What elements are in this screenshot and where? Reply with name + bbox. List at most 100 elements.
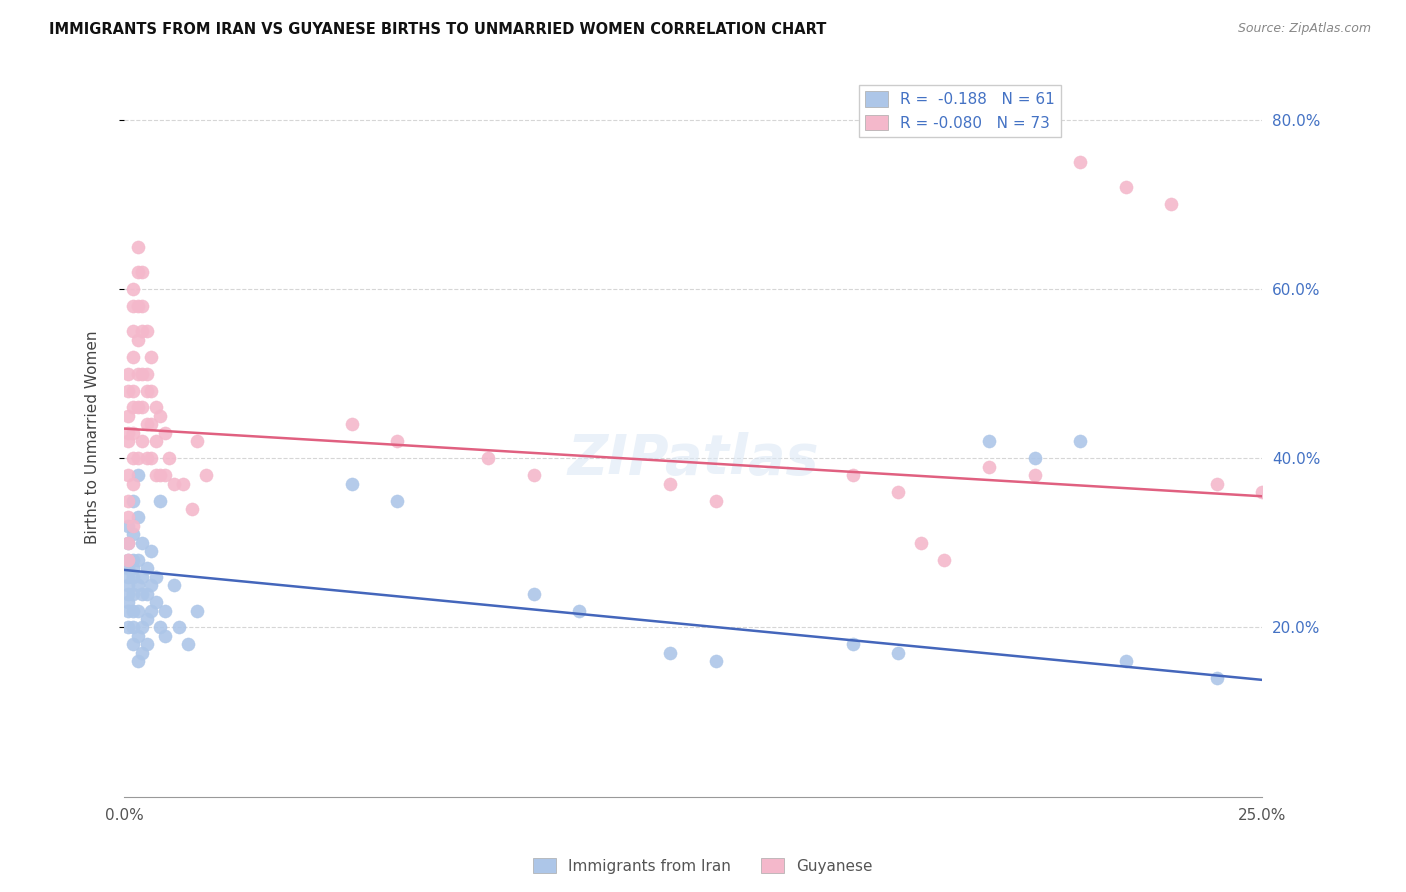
Point bbox=[127, 240, 149, 254]
Point bbox=[127, 451, 149, 466]
Point bbox=[141, 603, 163, 617]
Point bbox=[135, 612, 157, 626]
Text: ZIPatlas: ZIPatlas bbox=[568, 432, 818, 485]
Point bbox=[117, 510, 139, 524]
Point bbox=[122, 282, 145, 296]
Point bbox=[117, 561, 139, 575]
Point bbox=[1069, 155, 1091, 169]
Point bbox=[141, 578, 163, 592]
Point bbox=[135, 384, 157, 398]
Point bbox=[1206, 671, 1229, 685]
Point bbox=[131, 620, 153, 634]
Point bbox=[131, 586, 153, 600]
Point bbox=[127, 265, 149, 279]
Point bbox=[887, 646, 910, 660]
Point bbox=[122, 561, 145, 575]
Point bbox=[979, 459, 1001, 474]
Point bbox=[131, 299, 153, 313]
Point bbox=[135, 324, 157, 338]
Point bbox=[659, 476, 682, 491]
Point bbox=[153, 603, 176, 617]
Point bbox=[153, 468, 176, 483]
Point bbox=[122, 519, 145, 533]
Point bbox=[122, 553, 145, 567]
Legend: R =  -0.188   N = 61, R = -0.080   N = 73: R = -0.188 N = 61, R = -0.080 N = 73 bbox=[859, 85, 1062, 136]
Point bbox=[181, 502, 204, 516]
Point bbox=[841, 468, 863, 483]
Point bbox=[477, 451, 499, 466]
Point bbox=[131, 265, 153, 279]
Point bbox=[131, 646, 153, 660]
Point bbox=[131, 367, 153, 381]
Point bbox=[167, 620, 190, 634]
Point bbox=[131, 569, 153, 583]
Point bbox=[135, 586, 157, 600]
Point bbox=[117, 620, 139, 634]
Point bbox=[117, 384, 139, 398]
Point bbox=[117, 493, 139, 508]
Point bbox=[979, 434, 1001, 449]
Point bbox=[122, 401, 145, 415]
Point bbox=[117, 536, 139, 550]
Point bbox=[149, 620, 172, 634]
Point bbox=[117, 595, 139, 609]
Point bbox=[1024, 451, 1046, 466]
Point bbox=[172, 476, 194, 491]
Point bbox=[149, 468, 172, 483]
Point bbox=[117, 553, 139, 567]
Point bbox=[122, 476, 145, 491]
Point bbox=[1024, 468, 1046, 483]
Point bbox=[135, 637, 157, 651]
Point bbox=[149, 409, 172, 423]
Point bbox=[910, 536, 932, 550]
Point bbox=[127, 654, 149, 668]
Point bbox=[523, 586, 546, 600]
Point bbox=[117, 578, 139, 592]
Point bbox=[127, 578, 149, 592]
Point bbox=[135, 367, 157, 381]
Point bbox=[385, 434, 408, 449]
Point bbox=[127, 510, 149, 524]
Point bbox=[1251, 485, 1274, 500]
Point bbox=[141, 384, 163, 398]
Point bbox=[141, 451, 163, 466]
Point bbox=[122, 569, 145, 583]
Point bbox=[163, 476, 186, 491]
Point bbox=[127, 603, 149, 617]
Text: IMMIGRANTS FROM IRAN VS GUYANESE BIRTHS TO UNMARRIED WOMEN CORRELATION CHART: IMMIGRANTS FROM IRAN VS GUYANESE BIRTHS … bbox=[49, 22, 827, 37]
Point bbox=[117, 519, 139, 533]
Point bbox=[117, 367, 139, 381]
Point bbox=[117, 553, 139, 567]
Point bbox=[127, 333, 149, 347]
Point bbox=[523, 468, 546, 483]
Point bbox=[127, 401, 149, 415]
Point bbox=[122, 637, 145, 651]
Point bbox=[135, 451, 157, 466]
Point bbox=[127, 629, 149, 643]
Y-axis label: Births to Unmarried Women: Births to Unmarried Women bbox=[86, 330, 100, 544]
Point bbox=[122, 451, 145, 466]
Point bbox=[163, 578, 186, 592]
Point bbox=[135, 417, 157, 432]
Point bbox=[1069, 434, 1091, 449]
Point bbox=[186, 434, 208, 449]
Point bbox=[122, 586, 145, 600]
Point bbox=[131, 434, 153, 449]
Point bbox=[659, 646, 682, 660]
Point bbox=[145, 468, 167, 483]
Point bbox=[145, 434, 167, 449]
Point bbox=[340, 476, 363, 491]
Point bbox=[127, 299, 149, 313]
Point bbox=[141, 350, 163, 364]
Point bbox=[122, 527, 145, 541]
Point bbox=[385, 493, 408, 508]
Point bbox=[127, 468, 149, 483]
Point bbox=[122, 384, 145, 398]
Point bbox=[1206, 476, 1229, 491]
Point bbox=[131, 401, 153, 415]
Point bbox=[122, 493, 145, 508]
Point bbox=[117, 569, 139, 583]
Point bbox=[122, 603, 145, 617]
Point bbox=[145, 595, 167, 609]
Point bbox=[117, 536, 139, 550]
